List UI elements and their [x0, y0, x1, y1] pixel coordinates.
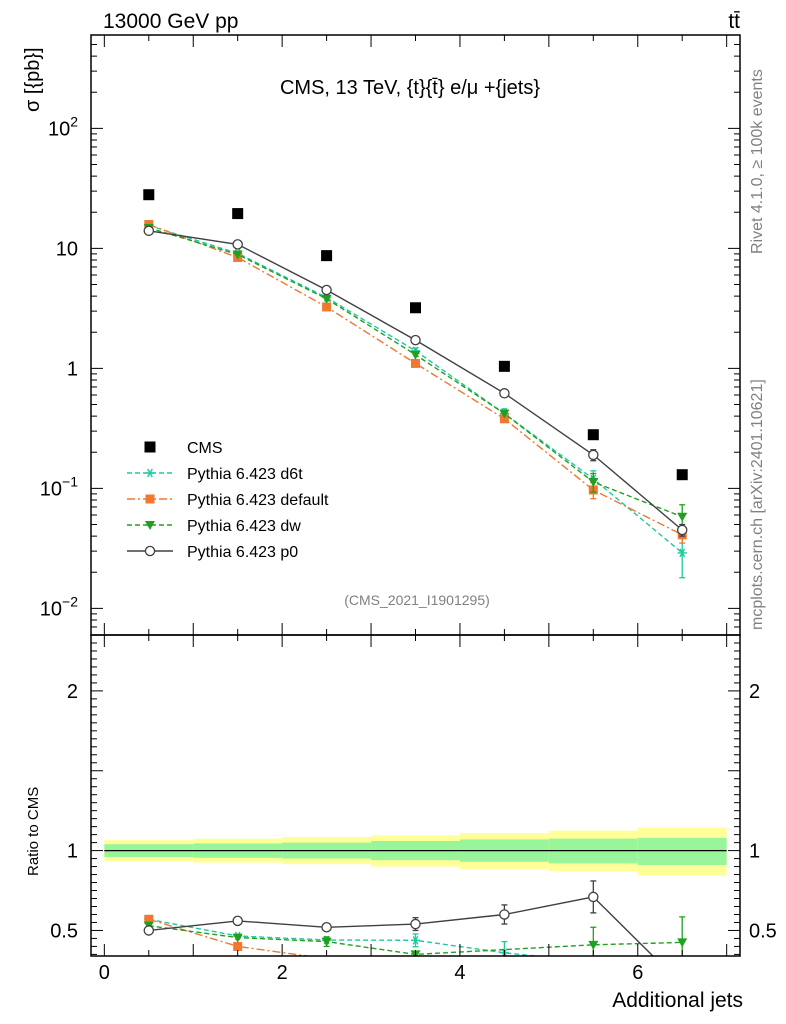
- data-point-cms-0: [143, 189, 155, 201]
- main-point-pythia-6-423-default-4: [499, 414, 509, 424]
- x-tick-label-3: 6: [632, 962, 643, 984]
- y-tick-label-main-1: 10: [56, 238, 78, 260]
- ratio-point-pythia-6-423-p0-3: [410, 918, 421, 930]
- data-point-cms-2: [321, 250, 333, 262]
- y-tick-label-ratio-left-2: 2: [67, 681, 78, 703]
- analysis-id: (CMS_2021_I1901295): [344, 592, 490, 608]
- main-point-pythia-6-423-p0-6: [676, 524, 688, 536]
- main-point-pythia-6-423-dw-6: [677, 512, 688, 522]
- ratio-point-pythia-6-423-dw-2: [321, 937, 332, 947]
- legend-marker-pythia-6-423-d6t: [145, 468, 155, 478]
- y-tick-label-main-3: 10−1: [40, 473, 78, 500]
- main-point-pythia-6-423-dw-5: [588, 478, 599, 488]
- ratio-line-pythia-6-423-d6t: [148, 918, 536, 956]
- data-point-cms-3: [410, 302, 421, 314]
- stat-band-6: [637, 837, 727, 865]
- x-tick-label-1: 2: [277, 962, 288, 984]
- process-label: tt̄: [728, 10, 740, 33]
- ratio-point-pythia-6-423-p0-2: [321, 922, 332, 933]
- ratio-line-pythia-6-423-p0: [148, 896, 654, 956]
- y-tick-label-ratio-right-0: 0.5: [749, 920, 777, 942]
- y-tick-label-main-2: 1: [67, 358, 78, 380]
- legend-marker-pythia-6-423-default: [145, 494, 155, 504]
- ratio-point-pythia-6-423-default-0: [144, 914, 154, 924]
- y-tick-label-main-0: 102: [48, 113, 78, 140]
- main-point-pythia-6-423-dw-4: [499, 409, 510, 419]
- y-tick-label-ratio-right-2: 2: [749, 681, 760, 703]
- ratio-point-pythia-6-423-p0-4: [499, 909, 510, 920]
- ratio-line-pythia-6-423-dw: [148, 925, 683, 956]
- data-point-cms-5: [587, 429, 599, 441]
- legend-marker-pythia-6-423-p0: [144, 545, 156, 557]
- data-point-cms-6: [676, 469, 688, 481]
- legend-label-pythia-6-423-dw: Pythia 6.423 dw: [187, 518, 301, 535]
- legend-label-pythia-6-423-p0: Pythia 6.423 p0: [187, 544, 298, 561]
- legend-label-cms: CMS: [187, 440, 223, 457]
- ratio-y-axis-label: Ratio to CMS: [25, 787, 42, 876]
- main-point-pythia-6-423-p0-2: [321, 284, 332, 296]
- main-point-pythia-6-423-default-3: [411, 358, 420, 368]
- main-point-pythia-6-423-p0-5: [588, 449, 599, 461]
- y-tick-label-ratio-left-1: 1: [67, 841, 78, 863]
- main-point-pythia-6-423-default-2: [322, 302, 332, 312]
- x-tick-label-2: 4: [454, 962, 465, 984]
- beam-label: 13000 GeV pp: [103, 10, 238, 33]
- y-tick-label-ratio-right-1: 1: [749, 841, 760, 863]
- legend-label-pythia-6-423-default: Pythia 6.423 default: [187, 492, 329, 509]
- mcplots-label: mcplots.cern.ch [arXiv:2401.10621]: [749, 379, 766, 630]
- x-axis-label: Additional jets: [612, 989, 743, 1012]
- main-point-pythia-6-423-d6t-6: [677, 548, 687, 558]
- chart-title: CMS, 13 TeV, {t}{t̄} e/μ +{jets}: [280, 77, 540, 99]
- data-point-cms-1: [232, 208, 244, 220]
- ratio-point-pythia-6-423-dw-1: [232, 933, 243, 943]
- y-tick-label-ratio-left-0: 0.5: [50, 920, 78, 942]
- ratio-series-group: [143, 880, 688, 956]
- legend-marker-cms: [144, 441, 156, 453]
- ratio-point-pythia-6-423-dw-4: [588, 940, 599, 950]
- main-point-pythia-6-423-p0-0: [143, 225, 155, 237]
- x-tick-label-0: 0: [99, 962, 110, 984]
- main-point-pythia-6-423-dw-2: [321, 294, 332, 304]
- main-point-pythia-6-423-dw-1: [232, 250, 243, 260]
- rivet-version-label: Rivet 4.1.0, ≥ 100k events: [749, 69, 766, 254]
- y-axis-label: σ [{pb}]: [22, 47, 44, 112]
- ratio-point-pythia-6-423-p0-0: [143, 925, 155, 936]
- y-tick-label-main-4: 10−2: [40, 593, 78, 620]
- ratio-point-pythia-6-423-dw-5: [677, 938, 688, 948]
- legend-marker-pythia-6-423-dw: [145, 521, 155, 530]
- main-point-pythia-6-423-p0-1: [232, 239, 243, 250]
- ratio-point-pythia-6-423-p0-5: [588, 891, 599, 903]
- main-line-pythia-6-423-default: [148, 223, 683, 536]
- ratio-point-pythia-6-423-d6t-3: [410, 935, 421, 945]
- data-point-cms-4: [498, 360, 510, 372]
- main-point-pythia-6-423-p0-4: [499, 388, 510, 399]
- legend-label-pythia-6-423-d6t: Pythia 6.423 d6t: [187, 466, 303, 483]
- ratio-point-pythia-6-423-p0-1: [232, 915, 243, 927]
- ratio-panel-frame: [90, 634, 741, 957]
- ratio-point-pythia-6-423-default-1: [233, 941, 243, 951]
- main-point-pythia-6-423-p0-3: [410, 334, 421, 346]
- main-line-pythia-6-423-p0: [148, 230, 683, 531]
- main-point-pythia-6-423-dw-3: [410, 350, 421, 360]
